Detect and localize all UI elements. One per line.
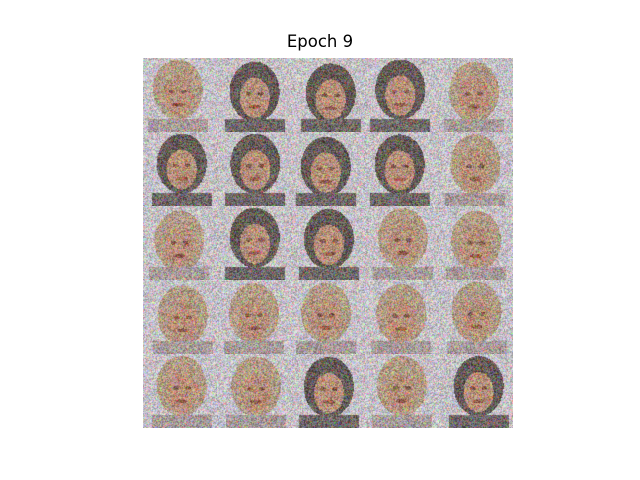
generated-image-tile — [143, 354, 217, 428]
generated-image-tile — [217, 206, 291, 280]
generated-face-image — [217, 280, 291, 354]
generated-image-tile — [217, 280, 291, 354]
generated-image-tile — [439, 280, 513, 354]
generated-face-image — [439, 354, 513, 428]
generated-image-tile — [365, 132, 439, 206]
generated-face-image — [291, 354, 365, 428]
generated-image-tile — [365, 206, 439, 280]
generated-image-tile — [439, 58, 513, 132]
generated-image-tile — [291, 132, 365, 206]
figure-title: Epoch 9 — [286, 32, 354, 51]
generated-image-tile — [217, 354, 291, 428]
generated-face-image — [439, 132, 513, 206]
generated-image-tile — [365, 280, 439, 354]
generated-face-image — [217, 206, 291, 280]
generated-image-tile — [439, 206, 513, 280]
generated-face-image — [217, 132, 291, 206]
generated-face-image — [217, 58, 291, 132]
generated-face-image — [365, 206, 439, 280]
generated-face-image — [217, 354, 291, 428]
generated-face-image — [143, 206, 217, 280]
generated-image-tile — [143, 132, 217, 206]
generated-image-tile — [143, 206, 217, 280]
generated-face-image — [365, 132, 439, 206]
generated-image-tile — [143, 58, 217, 132]
generated-image-tile — [291, 206, 365, 280]
generated-image-tile — [365, 354, 439, 428]
generated-image-tile — [217, 58, 291, 132]
generated-image-tile — [217, 132, 291, 206]
generated-face-image — [439, 58, 513, 132]
generated-face-image — [291, 132, 365, 206]
generated-face-image — [291, 206, 365, 280]
generated-image-grid — [143, 58, 513, 428]
generated-face-image — [143, 132, 217, 206]
generated-face-image — [143, 280, 217, 354]
generated-image-tile — [143, 280, 217, 354]
generated-image-tile — [291, 354, 365, 428]
generated-face-image — [143, 354, 217, 428]
generated-image-tile — [439, 354, 513, 428]
generated-image-tile — [291, 58, 365, 132]
generated-image-tile — [365, 58, 439, 132]
generated-image-tile — [291, 280, 365, 354]
generated-face-image — [291, 58, 365, 132]
generated-face-image — [291, 280, 365, 354]
generated-face-image — [365, 354, 439, 428]
generated-face-image — [439, 206, 513, 280]
generated-face-image — [439, 280, 513, 354]
generated-image-tile — [439, 132, 513, 206]
generated-face-image — [365, 58, 439, 132]
generated-face-image — [365, 280, 439, 354]
generated-face-image — [143, 58, 217, 132]
